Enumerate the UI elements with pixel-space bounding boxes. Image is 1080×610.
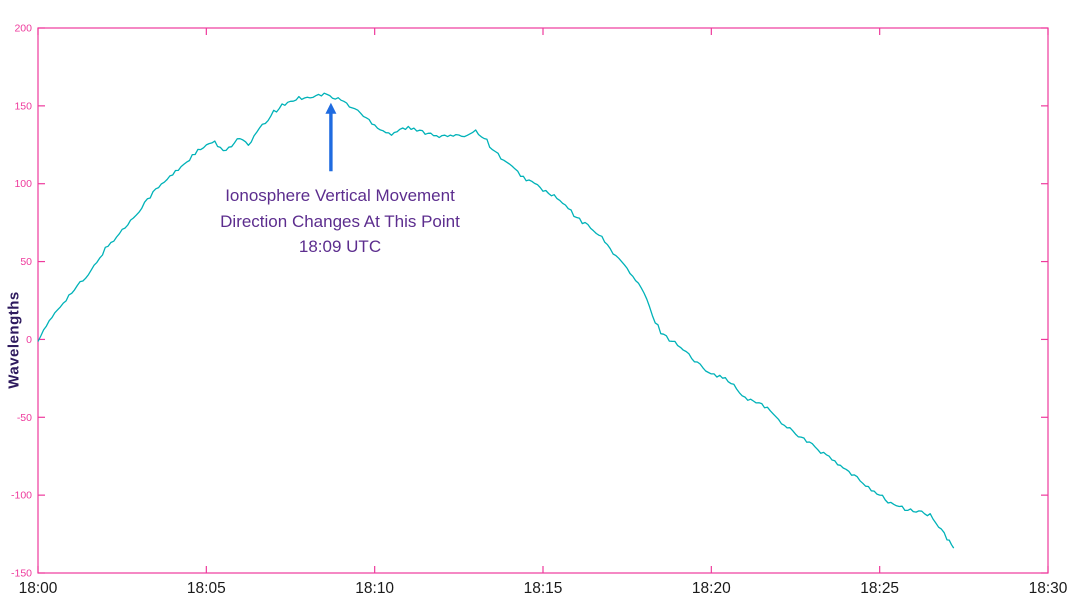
y-tick-label: 200 xyxy=(14,23,32,35)
x-tick-label: 18:00 xyxy=(19,580,58,597)
x-tick-label: 18:20 xyxy=(692,580,731,597)
y-tick-label: 150 xyxy=(14,100,32,112)
y-tick-label: 0 xyxy=(26,334,32,346)
x-tick-label: 18:30 xyxy=(1029,580,1068,597)
wavelength-trace xyxy=(37,92,955,549)
y-tick-label: -50 xyxy=(17,412,32,424)
annotation-text-block: Ionosphere Vertical Movement Direction C… xyxy=(170,183,510,260)
annotation-line-1: Ionosphere Vertical Movement xyxy=(225,186,455,205)
annotation-line-2: Direction Changes At This Point xyxy=(220,211,460,231)
y-tick-label: 50 xyxy=(20,256,32,268)
axis-box xyxy=(37,27,1049,574)
y-axis-label: Wavelengths xyxy=(5,291,23,389)
y-tick-label: -100 xyxy=(11,490,32,502)
annotation-arrow-head xyxy=(325,102,337,114)
y-tick-label: 100 xyxy=(14,178,32,190)
y-tick-label: -150 xyxy=(11,568,32,580)
x-tick-label: 18:10 xyxy=(355,580,394,597)
x-tick-label: 18:25 xyxy=(860,580,899,597)
x-tick-label: 18:05 xyxy=(187,580,226,597)
x-tick-label: 18:15 xyxy=(524,580,563,597)
annotation-line-3: 18:09 UTC xyxy=(298,237,382,256)
